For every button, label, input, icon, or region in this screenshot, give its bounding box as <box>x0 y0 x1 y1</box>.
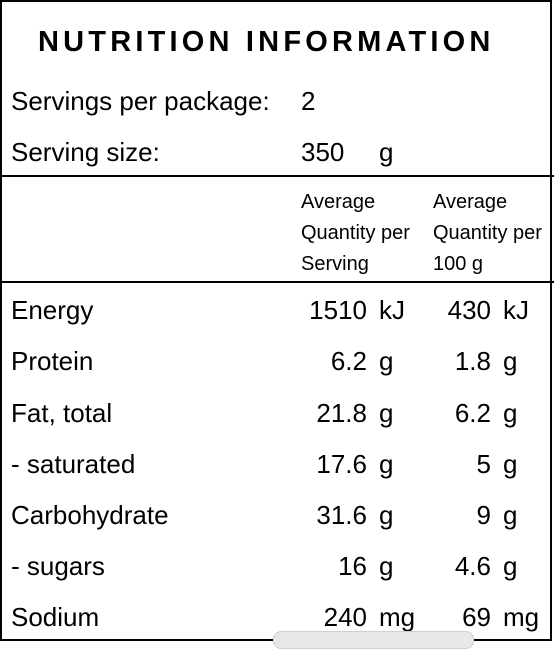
per-serving-value: 1510 <box>309 295 367 325</box>
per-100g-unit: mg <box>503 602 540 632</box>
column-header-per-100g: Average Quantity per 100 g <box>433 187 542 280</box>
column-header-line: 100 g <box>433 253 484 275</box>
divider-header <box>2 281 554 283</box>
nutrient-name: - saturated <box>11 449 136 479</box>
per-100g-value: 6.2 <box>454 398 491 428</box>
per-serving-unit: g <box>379 449 394 479</box>
per-100g-unit: g <box>503 449 518 479</box>
per-100g-unit: g <box>503 500 518 530</box>
servings-value: 2 <box>301 86 316 116</box>
table-row: Carbohydrate 31.6 g 9 g <box>2 500 554 551</box>
nutrient-name: - sugars <box>11 551 105 581</box>
column-header-line: Quantity per <box>301 222 410 244</box>
nutrient-name: Protein <box>11 346 94 376</box>
per-serving-value: 240 <box>323 602 367 632</box>
column-header-line: Average <box>433 191 508 213</box>
per-100g-value: 5 <box>476 449 491 479</box>
table-row: Energy 1510 kJ 430 kJ <box>2 295 554 346</box>
table-row: Sodium 240 mg 69 mg <box>2 602 554 653</box>
column-header-line: Quantity per <box>433 222 542 244</box>
per-serving-value: 17.6 <box>316 449 367 479</box>
nutrient-name: Energy <box>11 295 94 325</box>
per-serving-unit: mg <box>379 602 416 632</box>
per-serving-value: 21.8 <box>316 398 367 428</box>
servings-label: Servings per package: <box>11 86 270 116</box>
column-header-line: Serving <box>301 253 369 275</box>
serving-size-value: 350 <box>301 137 345 167</box>
per-serving-unit: g <box>379 398 394 428</box>
per-serving-value: 16 <box>338 551 367 581</box>
per-serving-unit: g <box>379 551 394 581</box>
per-serving-value: 31.6 <box>316 500 367 530</box>
nutrient-name: Fat, total <box>11 398 113 428</box>
per-100g-value: 9 <box>476 500 491 530</box>
per-serving-unit: g <box>379 500 394 530</box>
nutrient-name: Sodium <box>11 602 100 632</box>
per-100g-unit: g <box>503 346 518 376</box>
per-100g-unit: g <box>503 398 518 428</box>
nutrient-name: Carbohydrate <box>11 500 169 530</box>
per-100g-value: 69 <box>462 602 491 632</box>
column-header-line: Average <box>301 191 376 213</box>
divider-top <box>2 175 554 177</box>
per-100g-value: 1.8 <box>454 346 491 376</box>
per-100g-value: 430 <box>447 295 491 325</box>
per-serving-unit: g <box>379 346 394 376</box>
per-100g-value: 4.6 <box>454 551 491 581</box>
serving-size-unit: g <box>379 137 394 167</box>
per-serving-unit: kJ <box>379 295 405 325</box>
column-header-per-serving: Average Quantity per Serving <box>301 187 410 280</box>
table-row: Fat, total 21.8 g 6.2 g <box>2 398 554 449</box>
table-row: Protein 6.2 g 1.8 g <box>2 346 554 397</box>
panel-title: NUTRITION INFORMATION <box>38 26 495 58</box>
table-row: - saturated 17.6 g 5 g <box>2 449 554 500</box>
table-row: - sugars 16 g 4.6 g <box>2 551 554 602</box>
serving-size-label: Serving size: <box>11 137 160 167</box>
per-100g-unit: g <box>503 551 518 581</box>
per-100g-unit: kJ <box>503 295 529 325</box>
scroll-handle[interactable] <box>273 631 474 649</box>
per-serving-value: 6.2 <box>330 346 367 376</box>
